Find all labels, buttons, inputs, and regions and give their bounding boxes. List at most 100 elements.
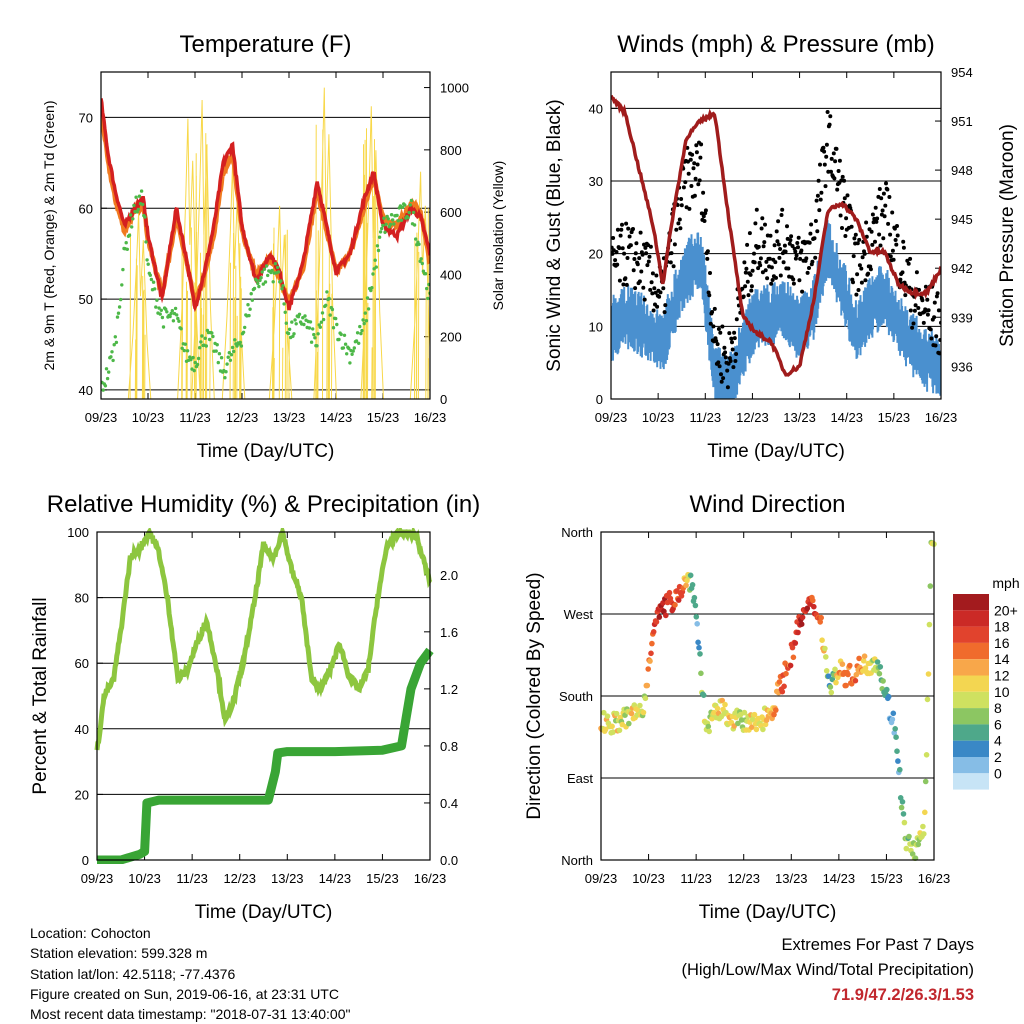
gust-point [689,184,694,188]
direction-point [789,644,796,651]
gust-point [769,265,774,270]
dewpoint-point [307,326,312,330]
gust-point [857,263,862,268]
dewpoint-point [312,332,316,337]
y-tick-label: 100 [67,525,89,540]
gust-point [829,169,833,174]
gust-point [744,266,749,271]
y2-axis-label: Station Pressure (Maroon) [997,124,1018,347]
gust-point [650,271,655,276]
direction-point [799,614,806,621]
dewpoint-point [249,292,253,296]
gust-point [789,234,794,239]
dewpoint-point [211,334,215,339]
dewpoint-point [396,219,400,223]
dewpoint-point [125,247,129,251]
gust-point [668,260,673,265]
dewpoint-point [273,262,278,266]
dewpoint-point [342,333,347,337]
dewpoint-point [384,222,388,227]
direction-point [923,752,930,758]
legend-label: 18 [994,619,1010,635]
direction-point [647,658,653,664]
dewpoint-point [111,358,115,363]
gust-point [694,143,699,148]
direction-point [827,684,834,690]
direction-point [783,670,789,677]
direction-point [735,720,741,727]
gust-point [721,376,726,381]
gust-point [621,282,626,287]
direction-point [616,727,623,734]
y-tick-label: 70 [79,110,93,125]
gust-point [705,256,710,261]
gust-point [644,251,649,256]
gust-point [901,245,906,250]
gust-point [875,216,880,221]
gust-point [752,260,757,265]
gust-point [635,262,640,267]
dewpoint-point [271,280,275,284]
dewpoint-point [256,281,260,286]
direction-point [889,716,896,723]
gust-point [817,208,822,213]
plot-frame [96,531,431,861]
y2-tick-label: 948 [951,163,973,178]
gust-point [818,162,822,167]
gust-point [798,256,803,261]
gust-point [854,292,859,297]
gust-point [734,317,739,322]
dewpoint-point [145,258,149,262]
gust-point [651,308,656,313]
dewpoint-point [380,226,384,231]
gust-point [638,230,643,235]
gust-point [624,282,629,287]
dewpoint-point [411,210,416,215]
dewpoint-point [193,360,197,365]
legend-swatch [953,626,989,643]
gust-point [851,280,855,285]
direction-point [787,662,794,669]
gust-point [804,256,809,261]
extremes-summary: Extremes For Past 7 Days (High/Low/Max W… [681,933,974,1008]
direction-point [771,711,777,718]
gust-point [690,152,695,157]
x-tick-label: 13/23 [271,871,304,886]
legend-swatch [953,757,989,774]
dewpoint-point [292,332,296,336]
dewpoint-point [134,195,138,199]
direction-point [890,710,897,717]
dewpoint-point [170,309,174,313]
dewpoint-point [183,342,188,346]
humidity-line [94,528,433,751]
gust-point [893,238,898,242]
direction-point [645,666,651,672]
dewpoint-point [328,313,332,317]
gust-point [824,154,829,159]
dewpoint-point [351,349,355,353]
direction-point [693,614,700,620]
gust-point [743,270,748,275]
dewpoint-point [164,307,168,311]
direction-point [694,621,700,627]
direction-point [818,614,824,621]
dewpoint-point [199,340,203,344]
dewpoint-point [419,257,423,261]
direction-point [922,778,929,785]
gust-point [691,166,696,171]
gust-point [870,242,875,247]
dewpoint-point [294,322,298,326]
gust-point [732,336,737,341]
y2-tick-label: 1.2 [440,682,458,697]
gust-point [903,293,908,298]
gust-point [719,372,723,377]
dewpoint-point [228,358,233,362]
gust-point [648,287,653,292]
plot-area [94,528,434,864]
gust-point [809,222,814,227]
gust-point [650,291,655,296]
legend-label: 14 [994,651,1010,667]
dewpoint-point [286,331,291,336]
direction-point [749,716,756,723]
x-tick-label: 09/23 [81,871,114,886]
